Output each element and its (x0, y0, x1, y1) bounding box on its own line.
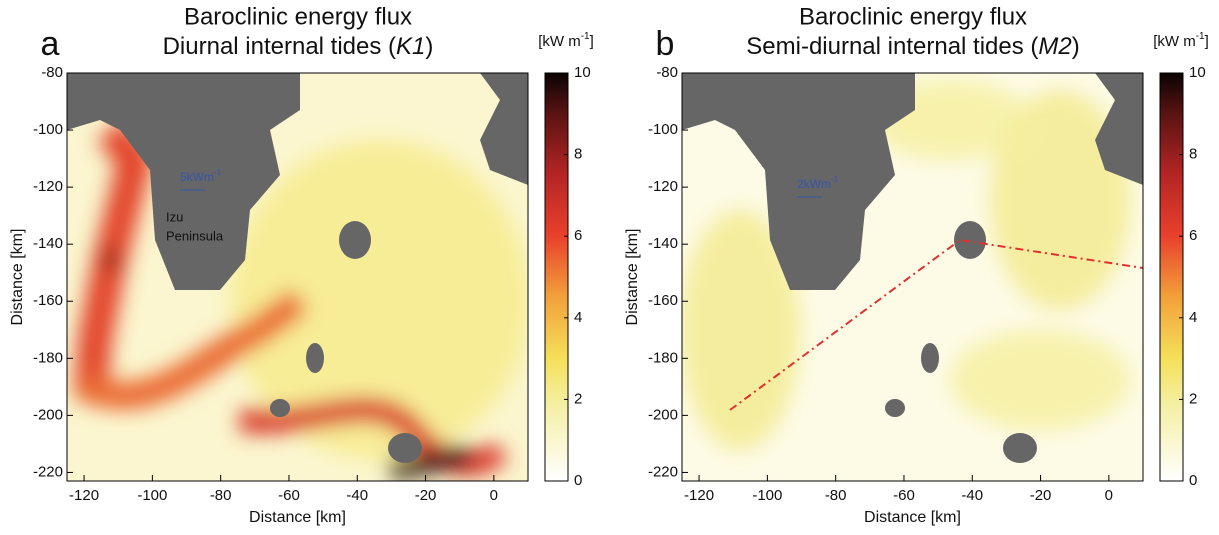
annotation: Peninsula (166, 228, 224, 243)
panel-label: b (656, 25, 675, 63)
chart-title: Baroclinic energy flux (184, 3, 412, 30)
x-tick-label: -80 (825, 487, 847, 504)
colorbar-label-part: [kW m (1153, 33, 1196, 50)
y-tick-label: -200 (33, 406, 63, 423)
y-tick-label: -140 (33, 235, 63, 252)
field-b (682, 73, 1143, 481)
x-tick-label: -80 (210, 487, 232, 504)
y-tick-label: -220 (648, 463, 678, 480)
colorbar-tick-label: 10 (1189, 64, 1206, 81)
y-tick-label: -160 (648, 292, 678, 309)
y-tick-label: -80 (656, 64, 678, 81)
colorbar-tick-label: 6 (1189, 227, 1197, 244)
x-tick-label: -20 (1030, 487, 1052, 504)
colorbar-label-part: ] (1205, 33, 1209, 50)
colorbar-label-part: ] (590, 33, 594, 50)
plot-frame (66, 72, 529, 482)
chart-title: Baroclinic energy flux (799, 3, 1027, 30)
colorbar (1159, 72, 1184, 482)
x-tick-label: -20 (415, 487, 437, 504)
field-a (67, 73, 528, 481)
y-tick-label: -140 (648, 235, 678, 252)
colorbar-label-part: [kW m (538, 33, 581, 50)
scale-label-part: -1 (831, 175, 839, 184)
subtitle-part: Semi-diurnal internal tides ( (746, 33, 1038, 60)
x-tick-label: -60 (278, 487, 300, 504)
y-tick-label: -220 (33, 463, 63, 480)
y-tick-label: -100 (648, 121, 678, 138)
colorbar-label-part: -1 (581, 31, 590, 42)
x-tick-label: -100 (752, 487, 782, 504)
y-tick-label: -180 (33, 349, 63, 366)
scale-label-part: -1 (214, 168, 222, 177)
chart-subtitle: Semi-diurnal internal tides (M2) (746, 33, 1079, 60)
colorbar-tick-label: 8 (574, 146, 582, 163)
y-axis-label: Distance [km] (624, 229, 641, 326)
chart-subtitle: Diurnal internal tides (K1) (163, 33, 434, 60)
colorbar-label: [kW m-1] (538, 31, 594, 50)
scale-label-part: 2kWm (797, 177, 831, 191)
x-tick-label: -100 (137, 487, 167, 504)
subtitle-part: ) (1072, 33, 1080, 60)
colorbar-tick-label: 8 (1189, 146, 1197, 163)
x-tick-label: -40 (346, 487, 368, 504)
colorbar-tick-label: 10 (574, 64, 591, 81)
x-tick-label: -120 (69, 487, 99, 504)
y-tick-label: -80 (41, 64, 63, 81)
y-axis-label: Distance [km] (9, 229, 26, 326)
annotation: Izu (166, 209, 183, 224)
scale-label: 5kWm-1 (180, 168, 222, 184)
subtitle-part: ) (425, 33, 433, 60)
y-tick-label: -200 (648, 406, 678, 423)
y-tick-label: -120 (33, 178, 63, 195)
colorbar-tick-label: 4 (1189, 309, 1197, 326)
colorbar-label: [kW m-1] (1153, 31, 1209, 50)
colorbar-tick-label: 2 (574, 390, 582, 407)
subtitle-part: K1 (396, 33, 425, 60)
colorbar-tick-label: 2 (1189, 390, 1197, 407)
x-axis-label: Distance [km] (249, 509, 346, 526)
colorbar-tick-label: 4 (574, 309, 582, 326)
scale-label: 2kWm-1 (797, 175, 839, 191)
y-tick-label: -100 (33, 121, 63, 138)
y-tick-label: -180 (648, 349, 678, 366)
subtitle-part: M2 (1038, 33, 1071, 60)
x-tick-label: -60 (893, 487, 915, 504)
colorbar-label-part: -1 (1196, 31, 1205, 42)
colorbar-tick-label: 0 (1189, 472, 1197, 489)
colorbar-tick-label: 0 (574, 472, 582, 489)
colorbar-tick-label: 6 (574, 227, 582, 244)
y-tick-label: -160 (33, 292, 63, 309)
plot-frame (681, 72, 1144, 482)
colorbar (544, 72, 569, 482)
x-tick-label: 0 (490, 487, 498, 504)
subtitle-part: Diurnal internal tides ( (163, 33, 396, 60)
panel-label: a (41, 25, 60, 63)
scale-label-part: 5kWm (180, 170, 214, 184)
x-tick-label: -120 (684, 487, 714, 504)
y-tick-label: -120 (648, 178, 678, 195)
x-axis-label: Distance [km] (864, 509, 961, 526)
x-tick-label: -40 (961, 487, 983, 504)
x-tick-label: 0 (1105, 487, 1113, 504)
